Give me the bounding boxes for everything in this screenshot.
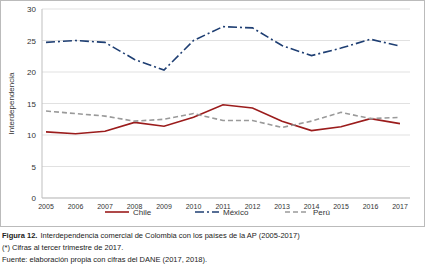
y-tick-label: 10 bbox=[27, 131, 36, 140]
series-line bbox=[46, 105, 400, 134]
legend-swatch bbox=[195, 211, 219, 213]
grid-line bbox=[42, 9, 410, 10]
y-axis-label: Interdependencia bbox=[7, 72, 16, 134]
legend-label: Chile bbox=[133, 208, 152, 217]
caption-label: Figura 12. bbox=[2, 231, 37, 240]
x-tick-label: 2010 bbox=[186, 203, 202, 210]
x-tick-label: 2017 bbox=[392, 203, 408, 210]
x-tick-label: 2007 bbox=[97, 203, 113, 210]
legend-swatch bbox=[105, 211, 129, 213]
series-line bbox=[46, 27, 400, 70]
y-tick-label: 0 bbox=[32, 194, 37, 203]
x-tick-label: 2009 bbox=[156, 203, 172, 210]
legend-swatch bbox=[285, 211, 309, 213]
y-tick-label: 20 bbox=[27, 68, 36, 77]
y-tick-label: 25 bbox=[27, 37, 36, 46]
legend-label: Perú bbox=[313, 208, 330, 217]
grid-line bbox=[42, 135, 410, 136]
grid-line bbox=[42, 166, 410, 167]
x-axis bbox=[42, 198, 410, 199]
chart: 0 5 10 15 20 25 30 Interdependencia 2005 2006 2007… bbox=[0, 0, 425, 271]
x-tick-label: 2015 bbox=[333, 203, 349, 210]
caption-text: Interdependencia comercial de Colombia c… bbox=[40, 231, 300, 240]
y-tick-label: 30 bbox=[27, 5, 36, 14]
x-tick-label: 2006 bbox=[68, 203, 84, 210]
grid-line bbox=[42, 72, 410, 73]
series-line bbox=[46, 111, 400, 127]
legend-label: México bbox=[223, 208, 249, 217]
plot-area bbox=[46, 27, 400, 134]
y-tick-label: 5 bbox=[32, 163, 37, 172]
frame bbox=[1, 1, 425, 227]
x-tick-label: 2016 bbox=[363, 203, 379, 210]
grid-line bbox=[42, 103, 410, 104]
caption: Figura 12.Interdependencia comercial de … bbox=[2, 231, 300, 240]
note: (*) Cifras al tercer trimestre de 2017. bbox=[2, 243, 123, 252]
x-tick-label: 2013 bbox=[274, 203, 290, 210]
source: Fuente: elaboración propia con cifras de… bbox=[2, 255, 207, 264]
grid-line bbox=[42, 198, 410, 199]
x-tick-label: 2005 bbox=[38, 203, 54, 210]
grid-line bbox=[42, 40, 410, 41]
y-axis bbox=[42, 9, 43, 198]
y-tick-label: 15 bbox=[27, 100, 36, 109]
